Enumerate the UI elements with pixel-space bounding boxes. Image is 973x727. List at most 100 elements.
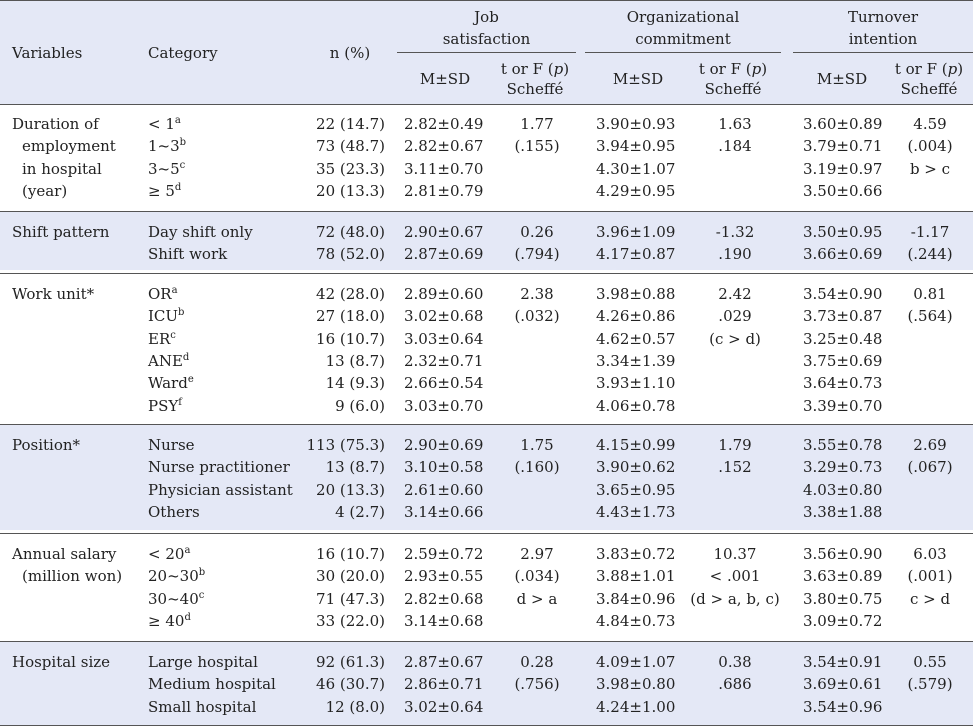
turnover-intention-stat: 2.69 (913, 436, 947, 454)
org-commitment-msd: 3.96±1.09 (596, 223, 676, 241)
job-satisfaction-stat: 0.28 (520, 653, 554, 671)
org-commitment-stat: 0.38 (718, 653, 752, 671)
category-text: Large hospital (148, 653, 258, 671)
n-percent: 35 (23.3) (316, 159, 385, 178)
turnover-intention-stat: (.067) (907, 458, 953, 477)
job-satisfaction-msd: 2.66±0.54 (404, 374, 484, 393)
turnover-intention-stat: 4.59 (913, 115, 947, 133)
category-label: Warde (148, 372, 194, 394)
category-label: Large hospital (148, 651, 258, 673)
turnover-intention-msd: 3.38±1.88 (803, 502, 883, 521)
org-commitment-msd: 4.17±0.87 (596, 245, 676, 264)
category-label: Day shift only (148, 221, 253, 243)
job-satisfaction-stat: (.160) (514, 458, 560, 477)
n-percent: 16 (10.7) (316, 329, 385, 348)
turnover-intention-stat: 0.81 (913, 285, 947, 303)
bottom-rule (0, 725, 973, 726)
category-text: < 1 (148, 115, 175, 133)
category-label: ≥ 5d (148, 180, 181, 202)
org-commitment-msd: 4.84±0.73 (596, 611, 676, 630)
header-stat-org-line2: Scheffé (704, 80, 762, 98)
job-satisfaction-msd: 2.82±0.67 (404, 137, 484, 156)
category-text: Shift work (148, 245, 228, 264)
header-n: n (%) (329, 44, 371, 62)
turnover-intention-msd: 3.79±0.71 (803, 137, 883, 156)
section-band (0, 211, 973, 270)
header-msd-turn: M±SD (816, 70, 868, 88)
category-text: Small hospital (148, 697, 257, 716)
variable-label: in hospital (22, 159, 102, 178)
variable-label: Shift pattern (12, 223, 110, 241)
category-label: Physician assistant (148, 479, 293, 501)
top-rule (0, 0, 973, 1)
category-text: Nurse (148, 436, 195, 454)
header-group-turn-line1: Turnover (847, 8, 919, 26)
n-percent: 46 (30.7) (316, 675, 385, 694)
header-group-job-line1: Job (474, 8, 499, 26)
category-text: ≥ 40 (148, 611, 185, 630)
job-satisfaction-msd: 3.02±0.68 (404, 307, 484, 326)
header-stat-turn-line1: t or F (p) (894, 60, 964, 78)
category-superscript: d (174, 181, 182, 193)
turnover-intention-msd: 3.69±0.61 (803, 675, 883, 694)
category-text: ≥ 5 (148, 181, 175, 200)
n-percent: 20 (13.3) (316, 181, 385, 200)
n-percent: 113 (75.3) (306, 436, 385, 454)
variable-label: Position* (12, 436, 81, 454)
job-satisfaction-msd: 3.14±0.68 (404, 611, 484, 630)
org-commitment-msd: 4.43±1.73 (596, 502, 676, 521)
org-commitment-msd: 4.15±0.99 (596, 436, 676, 454)
category-label: Nurse practitioner (148, 456, 290, 478)
job-satisfaction-msd: 2.89±0.60 (404, 285, 484, 303)
turnover-intention-msd: 3.50±0.66 (803, 181, 883, 200)
turnover-intention-msd: 3.80±0.75 (803, 589, 883, 608)
org-commitment-msd: 4.29±0.95 (596, 181, 676, 200)
group-rule-turn (793, 52, 973, 53)
job-satisfaction-msd: 3.14±0.66 (404, 502, 484, 521)
header-category: Category (148, 44, 218, 62)
category-label: ANEd (148, 350, 189, 372)
category-superscript: d (182, 351, 190, 363)
org-commitment-stat: 10.37 (713, 545, 757, 563)
category-label: 1~3b (148, 135, 186, 157)
category-label: < 20a (148, 543, 190, 565)
job-satisfaction-stat: 2.38 (520, 285, 554, 303)
job-satisfaction-msd: 3.03±0.70 (404, 396, 484, 415)
category-label: PSYf (148, 395, 182, 417)
variable-label: (year) (22, 181, 68, 200)
header-group-job-line2: satisfaction (442, 30, 531, 48)
n-percent: 73 (48.7) (316, 137, 385, 156)
turnover-intention-msd: 3.73±0.87 (803, 307, 883, 326)
n-percent: 16 (10.7) (316, 545, 385, 563)
org-commitment-msd: 4.09±1.07 (596, 653, 676, 671)
job-satisfaction-msd: 2.59±0.72 (404, 545, 484, 563)
org-commitment-stat: .190 (718, 245, 752, 264)
org-commitment-stat: .152 (718, 458, 752, 477)
section-rule (0, 273, 973, 274)
job-satisfaction-stat: (.032) (514, 307, 560, 326)
turnover-intention-msd: 3.09±0.72 (803, 611, 883, 630)
job-satisfaction-msd: 2.93±0.55 (404, 567, 484, 586)
category-text: Physician assistant (148, 480, 293, 499)
job-satisfaction-msd: 2.81±0.79 (404, 181, 484, 200)
turnover-intention-msd: 3.19±0.97 (803, 159, 883, 178)
category-text: ER (148, 329, 171, 348)
category-superscript: c (170, 329, 176, 341)
org-commitment-stat: < .001 (709, 567, 761, 586)
header-stat-turn-line2: Scheffé (900, 80, 958, 98)
category-label: ORa (148, 283, 178, 305)
category-text: OR (148, 285, 172, 303)
turnover-intention-msd: 4.03±0.80 (803, 480, 883, 499)
turnover-intention-msd: 3.56±0.90 (803, 545, 883, 563)
job-satisfaction-msd: 2.82±0.68 (404, 589, 484, 608)
n-percent: 71 (47.3) (316, 589, 385, 608)
org-commitment-msd: 3.88±1.01 (596, 567, 676, 586)
org-commitment-msd: 3.83±0.72 (596, 545, 676, 563)
category-text: ICU (148, 307, 179, 326)
turnover-intention-msd: 3.63±0.89 (803, 567, 883, 586)
org-commitment-msd: 3.65±0.95 (596, 480, 676, 499)
n-percent: 22 (14.7) (316, 115, 385, 133)
n-percent: 20 (13.3) (316, 480, 385, 499)
category-text: Medium hospital (148, 675, 276, 694)
turnover-intention-msd: 3.39±0.70 (803, 396, 883, 415)
